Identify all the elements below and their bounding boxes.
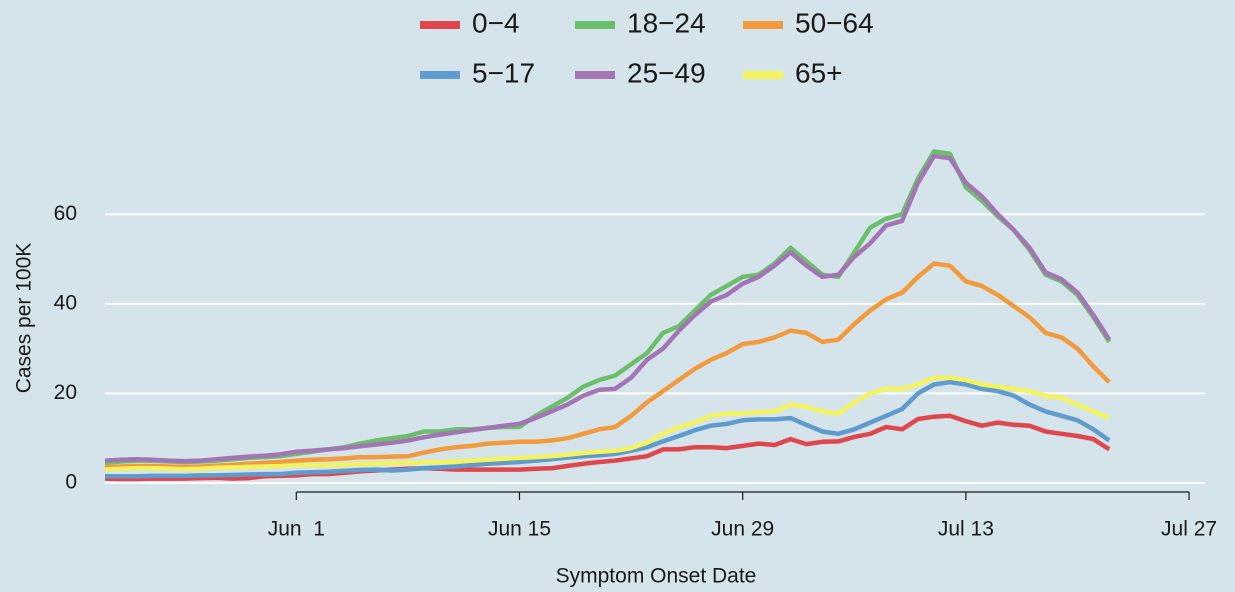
series-line	[104, 261, 1111, 470]
series-line	[104, 153, 1112, 464]
series-line	[104, 413, 1111, 482]
y-tick-label: 40	[54, 291, 77, 314]
series-line	[104, 375, 1111, 472]
x-tick-label: Jun 15	[488, 518, 551, 541]
legend-label: 50−64	[795, 7, 874, 38]
x-tick-label: Jun 1	[268, 518, 325, 541]
x-tick-label: Jun 29	[711, 518, 774, 541]
y-axis-title: Cases per 100K	[13, 243, 36, 394]
legend-label: 18−24	[627, 7, 706, 38]
series-line	[104, 149, 1112, 466]
x-axis-title: Symptom Onset Date	[556, 565, 757, 588]
legend-label: 5−17	[472, 57, 535, 88]
x-tick-label: Jul 13	[938, 518, 994, 541]
y-tick-label: 0	[65, 471, 77, 494]
legend-label: 65+	[795, 57, 843, 88]
y-tick-label: 20	[54, 381, 77, 404]
x-tick-label: Jul 27	[1161, 518, 1217, 541]
y-tick-label: 60	[54, 202, 77, 225]
legend-label: 25−49	[627, 57, 706, 88]
legend-label: 0−4	[472, 7, 520, 38]
series-line	[105, 379, 1111, 479]
